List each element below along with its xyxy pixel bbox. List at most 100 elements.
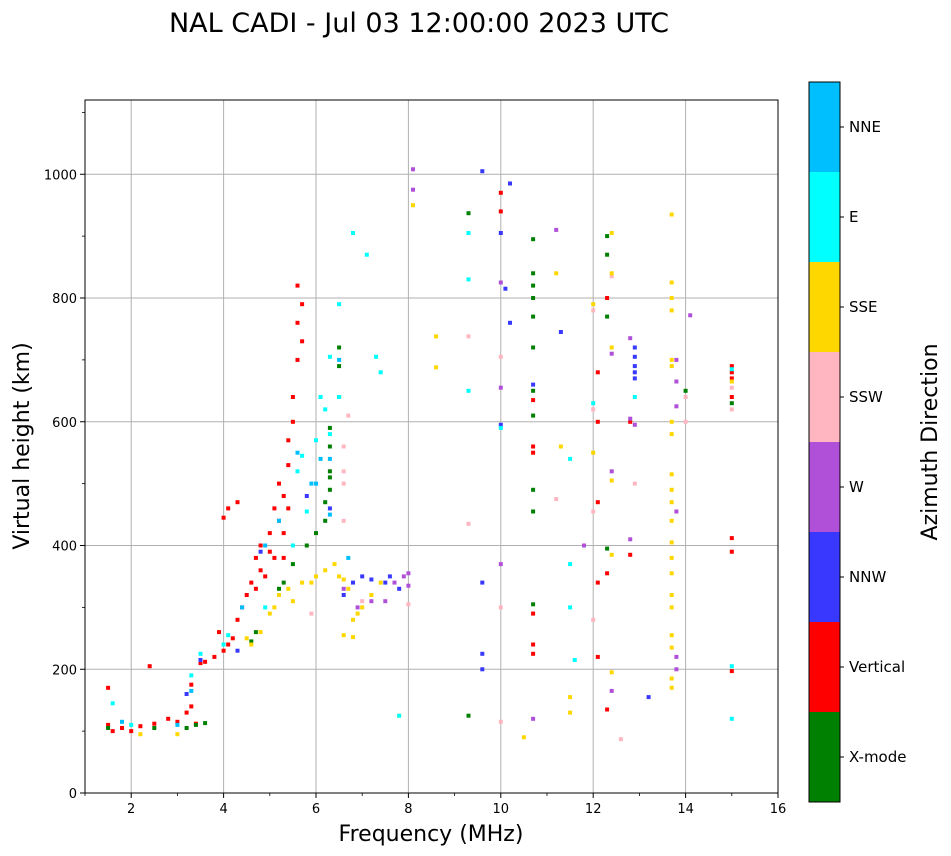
data-point: [341, 586, 346, 591]
data-points: [106, 167, 734, 742]
data-point: [327, 487, 332, 492]
data-point: [129, 729, 134, 734]
data-point: [253, 630, 258, 635]
data-point: [669, 555, 674, 560]
data-point: [618, 737, 623, 742]
x-axis-ticks: 2 4 6 8 10 12 14 16: [84, 793, 786, 817]
data-point: [346, 555, 351, 560]
data-point: [674, 357, 679, 362]
data-point: [595, 580, 600, 585]
data-point: [729, 536, 734, 541]
data-point: [337, 574, 342, 579]
data-point: [609, 351, 614, 356]
data-point: [531, 382, 536, 387]
data-point: [295, 283, 300, 288]
data-point: [337, 395, 342, 399]
data-point: [591, 302, 596, 307]
data-point: [591, 509, 596, 514]
data-point: [106, 722, 111, 727]
data-point: [235, 617, 240, 622]
data-point: [669, 472, 674, 477]
data-point: [309, 580, 314, 585]
data-point: [253, 586, 258, 591]
data-point: [360, 605, 365, 610]
data-point: [591, 450, 596, 455]
data-point: [558, 444, 563, 449]
data-point: [531, 398, 536, 403]
data-point: [669, 419, 674, 424]
colorbar-title: Azimuth Direction: [918, 343, 943, 540]
data-point: [387, 574, 392, 579]
x-tick-label: 14: [677, 802, 694, 817]
data-point: [346, 586, 351, 591]
data-point: [300, 453, 305, 458]
data-point: [327, 354, 332, 359]
data-point: [106, 726, 111, 730]
data-point: [369, 599, 374, 604]
data-point: [327, 444, 332, 449]
data-point: [729, 370, 734, 375]
data-point: [189, 704, 194, 709]
data-point: [609, 231, 614, 235]
colorbar-swatch: [809, 532, 840, 622]
data-point: [332, 562, 337, 567]
data-point: [249, 639, 254, 644]
data-point: [175, 722, 180, 727]
data-point: [609, 478, 614, 483]
data-point: [729, 367, 734, 372]
data-point: [217, 630, 221, 635]
data-point: [669, 432, 674, 437]
data-point: [531, 611, 536, 616]
data-point: [184, 726, 189, 730]
y-axis-ticks: 0 200 400 600 800 1000: [44, 111, 85, 802]
data-point: [120, 726, 124, 730]
colorbar-swatch: [809, 442, 840, 532]
data-point: [129, 722, 134, 727]
data-point: [281, 580, 286, 585]
data-point: [314, 438, 318, 443]
data-point: [318, 456, 323, 461]
data-point: [554, 271, 559, 276]
data-point: [175, 719, 180, 724]
data-point: [258, 549, 263, 554]
y-tick-label: 400: [52, 540, 77, 555]
data-point: [337, 302, 342, 307]
data-point: [286, 506, 291, 511]
data-point: [466, 211, 471, 216]
y-tick-label: 200: [52, 663, 77, 678]
data-point: [669, 308, 674, 313]
data-point: [267, 549, 272, 554]
colorbar-label: NNE: [849, 118, 881, 136]
data-point: [397, 713, 402, 718]
data-point: [341, 577, 346, 582]
colorbar-swatch: [809, 352, 840, 442]
data-point: [341, 481, 346, 486]
x-tick-label: 2: [127, 802, 135, 817]
data-point: [341, 469, 346, 474]
data-point: [106, 685, 111, 690]
data-point: [304, 543, 309, 548]
data-point: [683, 395, 688, 399]
data-point: [337, 357, 342, 362]
data-point: [498, 354, 503, 359]
data-point: [466, 277, 471, 282]
data-point: [411, 187, 415, 192]
data-point: [628, 416, 633, 421]
series-ssw: [309, 274, 734, 742]
data-point: [605, 546, 610, 551]
data-point: [632, 422, 637, 427]
data-point: [595, 419, 600, 424]
data-point: [203, 721, 208, 726]
data-point: [605, 234, 610, 239]
data-point: [609, 469, 614, 474]
series-w: [341, 167, 693, 721]
colorbar-label: SSW: [849, 388, 883, 406]
data-point: [503, 286, 508, 291]
data-point: [226, 506, 231, 511]
data-point: [226, 633, 231, 638]
data-point: [609, 552, 614, 557]
data-point: [272, 506, 277, 511]
data-point: [138, 724, 143, 729]
data-point: [327, 456, 332, 461]
data-point: [669, 487, 674, 492]
